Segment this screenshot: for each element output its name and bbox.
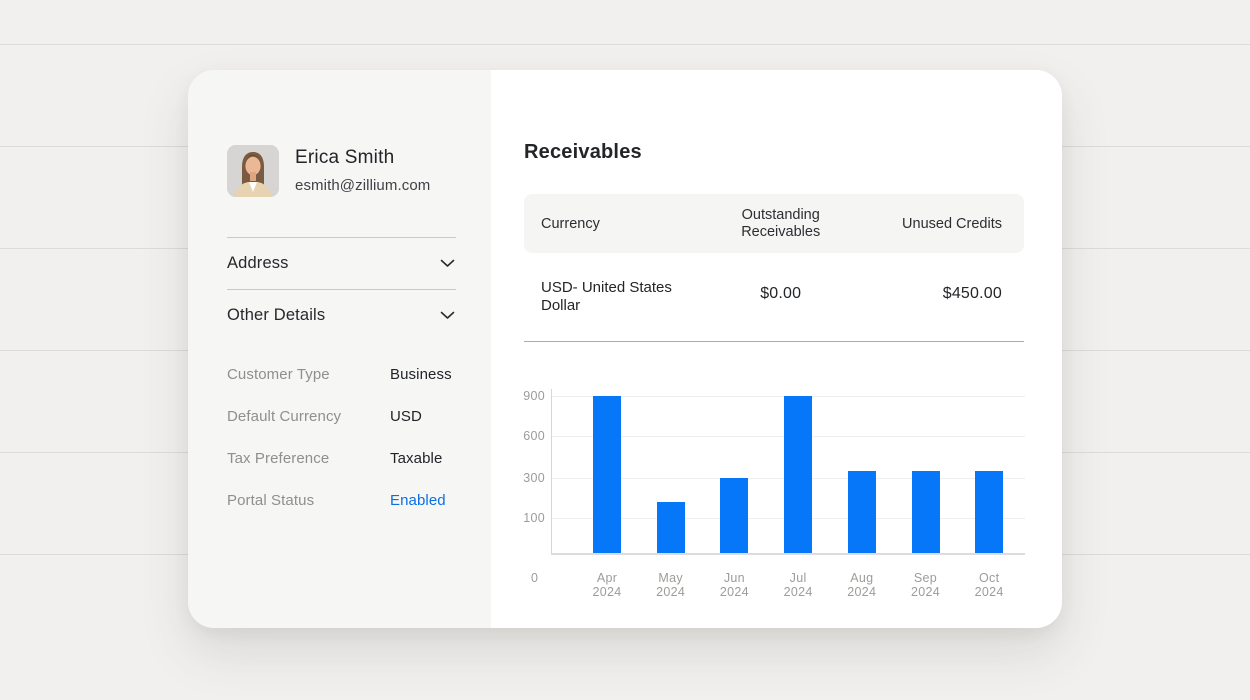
- currency-cell: USD- United States Dollar: [541, 279, 672, 314]
- receivables-title: Receivables: [524, 141, 642, 163]
- detail-row-tax-preference: Tax Preference Taxable: [227, 437, 456, 479]
- other-details-list: Customer Type Business Default Currency USD…: [227, 353, 456, 521]
- x-axis-origin-label: 0: [531, 571, 538, 585]
- receivables-table-body: USD- United States Dollar $0.00 $450.00: [524, 253, 1024, 342]
- unused-credits-cell: $450.00: [942, 285, 1002, 302]
- y-axis-tick-100: 100: [523, 511, 545, 525]
- x-axis-tick-sep-2024: Sep 2024: [910, 571, 940, 599]
- detail-row-portal-status: Portal Status Enabled: [227, 479, 456, 521]
- bar-jun-2024: [720, 478, 749, 553]
- outstanding-cell: $0.00: [760, 285, 802, 302]
- bar-apr-2024: [593, 396, 621, 553]
- portal-status-value[interactable]: Enabled: [390, 491, 446, 509]
- detail-label-customer-type: Customer Type: [227, 365, 330, 383]
- column-header-currency: Currency: [541, 215, 600, 232]
- tax-preference-value: Taxable: [390, 449, 443, 467]
- customer-name: Erica Smith: [295, 147, 395, 168]
- bar-oct-2024: [975, 471, 1004, 553]
- column-header-unused-credits: Unused Credits: [902, 215, 1002, 232]
- customer-identity: Erica Smith esmith@zillium.com: [295, 145, 430, 197]
- x-axis-tick-apr-2024: Apr 2024: [592, 571, 622, 599]
- customer-type-value: Business: [390, 365, 452, 383]
- receivables-bar-chart: 100 300 600 900 Apr 2024 May 2024 Jun 2024 Jul 2024…: [523, 389, 1025, 601]
- divider: [227, 289, 456, 290]
- customer-summary-panel: Erica Smith esmith@zillium.com Address O…: [188, 70, 491, 628]
- chart-plot-area: 100 300 600 900 Apr 2024 May 2024 Jun 2024 Jul 2024…: [523, 389, 1025, 599]
- x-axis-tick-may-2024: May 2024: [656, 571, 686, 599]
- bar-sep-2024: [911, 471, 940, 553]
- section-address-label: Address: [227, 254, 289, 272]
- y-axis-tick-900: 900: [523, 389, 545, 403]
- detail-label-default-currency: Default Currency: [227, 407, 342, 425]
- column-header-outstanding-receivables: Outstanding Receivables: [741, 206, 821, 240]
- bar-may-2024: [656, 502, 685, 553]
- customer-detail-card: Erica Smith esmith@zillium.com Address O…: [188, 70, 1062, 628]
- divider: [227, 237, 456, 238]
- x-axis-tick-oct-2024: Oct 2024: [974, 571, 1004, 599]
- chevron-down-icon: [440, 259, 455, 267]
- x-axis-tick-aug-2024: Aug 2024: [847, 571, 877, 599]
- customer-avatar: [227, 145, 279, 197]
- detail-label-portal-status: Portal Status: [227, 491, 315, 509]
- section-other-details-label: Other Details: [227, 306, 326, 324]
- receivables-table-header: Currency Outstanding Receivables Unused Cr…: [524, 194, 1024, 253]
- bar-aug-2024: [847, 471, 876, 553]
- detail-row-default-currency: Default Currency USD: [227, 395, 456, 437]
- y-axis-tick-600: 600: [523, 429, 545, 443]
- bar-jul-2024: [784, 396, 813, 553]
- receivables-panel: Receivables Currency Outstanding Receivab…: [491, 70, 1062, 628]
- receivables-table-row: USD- United States Dollar $0.00 $450.00: [524, 253, 1024, 342]
- x-axis-tick-jul-2024: Jul 2024: [783, 571, 813, 599]
- section-address[interactable]: Address: [227, 238, 456, 289]
- customer-email: esmith@zillium.com: [295, 177, 431, 194]
- detail-row-customer-type: Customer Type Business: [227, 353, 456, 395]
- avatar-photo: [227, 145, 279, 197]
- section-other-details[interactable]: Other Details: [227, 290, 456, 341]
- x-axis-tick-jun-2024: Jun 2024: [719, 571, 749, 599]
- detail-label-tax-preference: Tax Preference: [227, 449, 330, 467]
- customer-profile: Erica Smith esmith@zillium.com: [227, 145, 456, 197]
- default-currency-value: USD: [390, 407, 422, 425]
- y-axis-tick-300: 300: [523, 471, 545, 485]
- chevron-down-icon: [440, 311, 455, 319]
